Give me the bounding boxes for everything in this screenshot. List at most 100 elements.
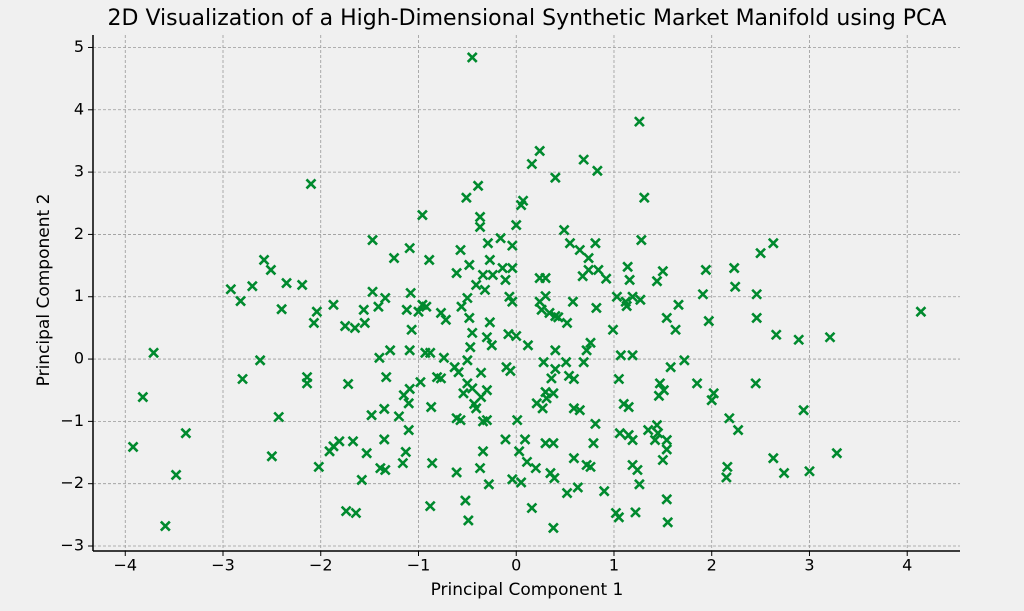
scatter-point	[627, 434, 638, 446]
scatter-point	[591, 165, 603, 177]
scatter-point	[592, 264, 604, 276]
scatter-point	[611, 291, 623, 303]
scatter-point	[720, 472, 732, 483]
scatter-point	[635, 234, 647, 246]
scatter-point	[515, 477, 527, 488]
scatter-point	[585, 337, 596, 349]
scatter-point	[804, 465, 815, 477]
scatter-point	[652, 427, 664, 439]
scatter-point	[547, 387, 559, 399]
scatter-point	[549, 344, 561, 356]
scatter-point	[423, 254, 435, 266]
scatter-point	[486, 339, 498, 351]
scatter-point	[502, 328, 514, 340]
scatter-point	[723, 412, 735, 424]
scatter-point	[453, 366, 464, 378]
y-tick-label: −1	[60, 411, 84, 430]
scatter-point	[440, 314, 452, 326]
scatter-point	[424, 347, 436, 359]
scatter-point	[415, 376, 426, 388]
scatter-point	[642, 424, 654, 436]
scatter-point	[540, 272, 551, 284]
scatter-point	[589, 237, 601, 249]
scatter-point	[477, 269, 489, 281]
scatter-point	[474, 221, 486, 233]
x-tick-label: 0	[511, 556, 521, 575]
scatter-point	[697, 288, 709, 300]
scatter-point	[350, 507, 362, 519]
scatter-point	[265, 264, 277, 276]
scatter-point	[574, 404, 586, 416]
scatter-point	[703, 315, 715, 327]
scatter-point	[463, 259, 475, 271]
scatter-point	[574, 244, 586, 256]
scatter-point	[793, 334, 805, 346]
scatter-point	[767, 452, 779, 464]
scatter-point	[470, 279, 482, 291]
scatter-point	[347, 435, 359, 447]
scatter-point	[588, 437, 599, 449]
plot-area	[127, 52, 927, 534]
scatter-point	[577, 270, 589, 282]
scatter-point	[328, 299, 339, 311]
scatter-point	[416, 209, 428, 221]
scatter-point	[451, 267, 463, 279]
y-tick-label: −3	[60, 536, 84, 555]
scatter-point	[342, 378, 354, 390]
scatter-point	[561, 317, 573, 329]
scatter-point	[662, 516, 674, 528]
scatter-point	[568, 452, 580, 464]
scatter-point	[661, 493, 673, 505]
scatter-point	[728, 262, 740, 274]
scatter-point	[630, 506, 641, 518]
scatter-point	[404, 344, 416, 356]
scatter-point	[678, 354, 690, 366]
scatter-point	[798, 404, 810, 416]
scatter-point	[521, 456, 533, 468]
scatter-point	[438, 352, 450, 364]
scatter-point	[361, 447, 373, 459]
scatter-point	[403, 424, 415, 436]
scatter-point	[379, 292, 391, 304]
scatter-point	[405, 287, 417, 299]
scatter-point	[463, 312, 475, 324]
scatter-point	[380, 371, 392, 383]
scatter-point	[225, 283, 237, 295]
scatter-point	[638, 192, 650, 204]
scatter-point	[235, 295, 247, 307]
scatter-point	[654, 377, 666, 389]
scatter-point	[590, 302, 602, 314]
scatter-point	[474, 462, 486, 474]
scatter-point	[397, 457, 409, 469]
scatter-point	[159, 520, 171, 532]
scatter-point	[632, 464, 643, 476]
scatter-point	[461, 292, 473, 304]
scatter-point	[653, 390, 665, 402]
scatter-point	[511, 414, 523, 426]
scatter-point	[613, 373, 625, 385]
scatter-point	[170, 469, 182, 481]
scatter-point	[358, 304, 370, 316]
scatter-point	[624, 274, 636, 286]
scatter-point	[258, 254, 270, 266]
y-tick-label: −2	[60, 473, 84, 492]
scatter-point	[425, 401, 437, 413]
scatter-point	[633, 116, 645, 128]
scatter-point	[455, 414, 466, 426]
scatter-point	[378, 403, 390, 415]
scatter-point	[649, 434, 661, 446]
scatter-point	[607, 324, 619, 336]
scatter-point	[474, 211, 486, 223]
scatter-point	[729, 281, 741, 293]
scatter-point	[466, 382, 478, 394]
scatter-point	[420, 301, 432, 313]
scatter-point	[615, 349, 627, 361]
scatter-point	[572, 482, 584, 493]
scatter-point	[600, 273, 612, 285]
scatter-point	[770, 329, 782, 341]
scatter-point	[515, 199, 527, 211]
scatter-point	[404, 242, 416, 254]
scatter-point	[276, 303, 288, 315]
scatter-point	[627, 291, 638, 303]
